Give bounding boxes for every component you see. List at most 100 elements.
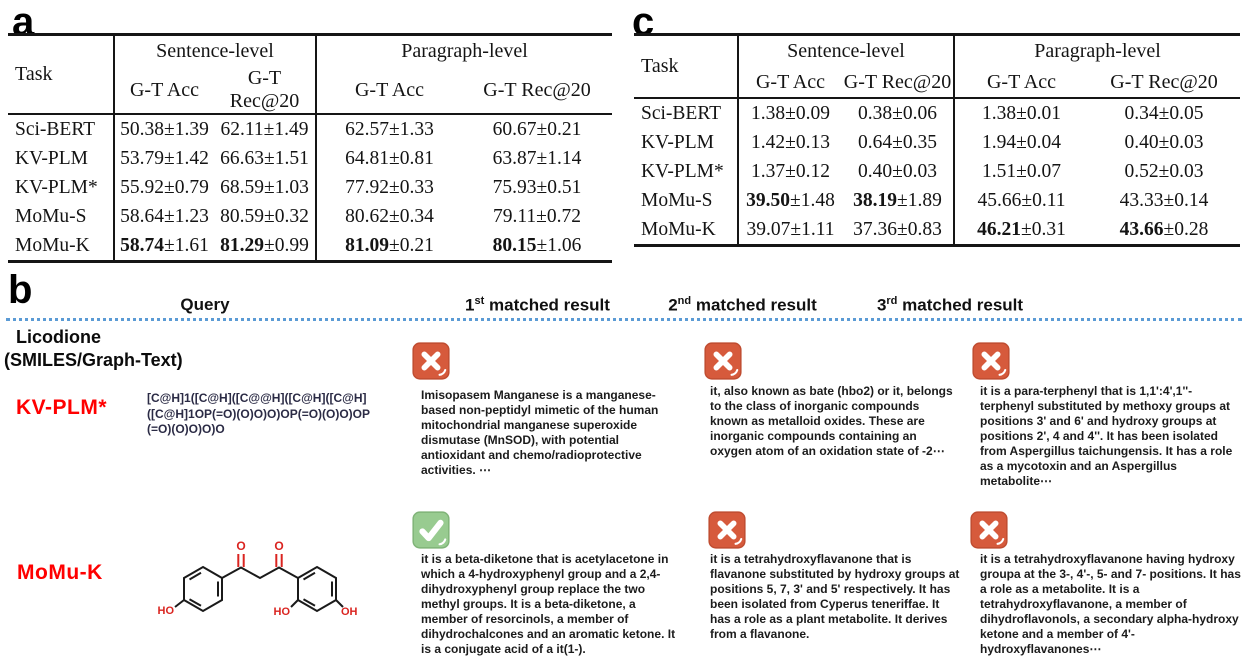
header-ordinal-suffix: nd: [677, 295, 692, 307]
mean-value: 58.74: [120, 234, 165, 256]
task-cell: Sci-BERT: [634, 98, 739, 128]
table-row: Sci-BERT 50.38±1.39 62.11±1.49 62.57±1.33 60…: [8, 114, 612, 144]
mean-value: 43.33: [1119, 189, 1164, 211]
mean-value: 0.52: [1124, 160, 1159, 182]
task-cell: KV-PLM*: [8, 173, 115, 202]
mean-value: 55.92: [120, 176, 165, 198]
std-value: ±0.72: [536, 205, 581, 227]
mean-value: 79.11: [493, 205, 537, 227]
std-value: ±0.32: [264, 205, 309, 227]
cross-icon: [970, 511, 1008, 549]
value-cell: 75.93±0.51: [462, 173, 612, 202]
std-value: ±1.23: [164, 205, 209, 227]
mean-value: 81.09: [345, 234, 390, 256]
value-cell: 80.62±0.34: [316, 202, 462, 231]
cross-icon: [704, 342, 742, 380]
task-cell: MoMu-S: [634, 186, 739, 215]
std-value: ±1.42: [164, 147, 209, 169]
std-value: ±1.33: [389, 118, 434, 140]
match-result-text: it is a tetrahydroxyflavanone having hyd…: [980, 552, 1241, 656]
subheader: G-T Acc: [316, 67, 462, 115]
table-row: KV-PLM 53.79±1.42 66.63±1.51 64.81±0.81 63.8…: [8, 144, 612, 173]
value-cell: 58.64±1.23: [114, 202, 214, 231]
value-cell: 81.09±0.21: [316, 231, 462, 262]
std-value: ±0.11: [1021, 189, 1066, 211]
value-cell: 77.92±0.33: [316, 173, 462, 202]
table-row: MoMu-S 39.50±1.48 38.19±1.89 45.66±0.11 43.3…: [634, 186, 1240, 215]
match-result-text: Imisopasem Manganese is a manganese-base…: [421, 388, 659, 477]
subheader: G-T Acc: [738, 67, 842, 99]
std-value: ±0.12: [785, 160, 830, 182]
cross-icon: [708, 511, 746, 549]
header-ordinal-suffix: st: [474, 295, 485, 307]
std-value: ±0.06: [892, 102, 937, 124]
value-cell: 0.38±0.06: [842, 98, 955, 128]
value-cell: 62.11±1.49: [214, 114, 317, 144]
value-cell: 43.66±0.28: [1088, 215, 1240, 246]
value-cell: 80.59±0.32: [214, 202, 317, 231]
value-cell: 46.21±0.31: [954, 215, 1088, 246]
group-header-paragraph: Paragraph-level: [401, 40, 528, 62]
value-cell: 1.51±0.07: [954, 157, 1088, 186]
mean-value: 0.40: [1124, 131, 1159, 153]
match-result-text: it is a beta-diketone that is acetylacet…: [421, 552, 676, 656]
value-cell: 39.07±1.11: [738, 215, 842, 246]
std-value: ±0.51: [536, 176, 582, 198]
header-text: matched result: [484, 295, 610, 315]
std-value: ±0.35: [892, 131, 937, 153]
mean-value: 1.94: [982, 131, 1017, 153]
subheader: G-T Rec@20: [842, 67, 955, 99]
std-value: ±0.04: [1016, 131, 1061, 153]
table-row: KV-PLM* 1.37±0.12 0.40±0.03 1.51±0.07 0.52±0…: [634, 157, 1240, 186]
value-cell: 53.79±1.42: [114, 144, 214, 173]
value-cell: 81.29±0.99: [214, 231, 317, 262]
value-cell: 0.40±0.03: [1088, 128, 1240, 157]
header-text: matched result: [897, 295, 1024, 315]
mean-value: 62.57: [345, 118, 390, 140]
mean-value: 1.37: [751, 160, 786, 182]
table-row: MoMu-K 58.74±1.61 81.29±0.99 81.09±0.21 80.1…: [8, 231, 612, 262]
check-icon: [412, 511, 450, 549]
dotted-separator: [6, 318, 1242, 321]
mean-value: 60.67: [492, 118, 537, 140]
std-value: ±1.11: [790, 218, 835, 240]
std-value: ±1.51: [264, 147, 309, 169]
std-value: ±0.03: [892, 160, 937, 182]
group-header-sentence: Sentence-level: [114, 34, 317, 67]
task-header: Task: [634, 34, 739, 99]
value-cell: 45.66±0.11: [954, 186, 1088, 215]
value-cell: 39.50±1.48: [738, 186, 842, 215]
header-number: 1: [465, 295, 475, 315]
table-row: KV-PLM* 55.92±0.79 68.59±1.03 77.92±0.33 75.…: [8, 173, 612, 202]
std-value: ±0.03: [1158, 160, 1204, 182]
column-header-2nd-match: 2nd matched result: [650, 295, 835, 316]
model-label-kvplm: KV-PLM*: [16, 396, 108, 419]
value-cell: 0.64±0.35: [842, 128, 955, 157]
value-cell: 1.42±0.13: [738, 128, 842, 157]
std-value: ±1.89: [897, 189, 942, 211]
std-value: ±1.06: [536, 234, 582, 256]
std-value: ±1.48: [790, 189, 835, 211]
column-header-query: Query: [180, 295, 230, 314]
mean-value: 64.81: [345, 147, 390, 169]
mean-value: 66.63: [220, 147, 265, 169]
match-result-text: it, also known as bate (hbo2) or it, bel…: [710, 384, 953, 458]
header-number: 2: [668, 295, 678, 315]
value-cell: 37.36±0.83: [842, 215, 955, 246]
licodione-structure-drawing: O O HO HO OH: [145, 534, 360, 629]
mean-value: 1.38: [982, 102, 1017, 124]
retrieval-table-c: Task Sentence-level Paragraph-level G-T …: [634, 33, 1241, 247]
mean-value: 81.29: [220, 234, 265, 256]
hydroxyl-label: OH: [341, 606, 358, 618]
mean-value: 62.11: [220, 118, 264, 140]
mean-value: 77.92: [345, 176, 390, 198]
panel-c-label: c: [632, 0, 655, 44]
mean-value: 63.87: [492, 147, 537, 169]
std-value: ±0.99: [264, 234, 309, 256]
task-cell: MoMu-S: [8, 202, 115, 231]
header-number: 3: [876, 295, 887, 315]
query-molecule-name: Licodione: [16, 327, 101, 347]
mean-value: 46.21: [977, 218, 1022, 240]
std-value: ±0.31: [1021, 218, 1066, 240]
